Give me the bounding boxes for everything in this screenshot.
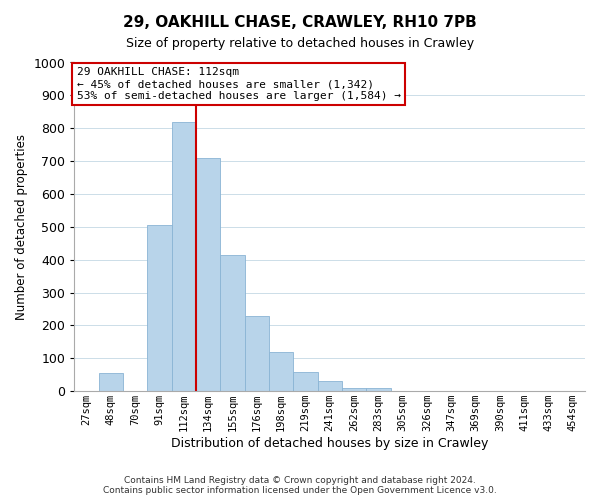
Text: Contains HM Land Registry data © Crown copyright and database right 2024.
Contai: Contains HM Land Registry data © Crown c… <box>103 476 497 495</box>
X-axis label: Distribution of detached houses by size in Crawley: Distribution of detached houses by size … <box>171 437 488 450</box>
Bar <box>196 158 220 391</box>
Text: 29, OAKHILL CHASE, CRAWLEY, RH10 7PB: 29, OAKHILL CHASE, CRAWLEY, RH10 7PB <box>123 15 477 30</box>
Bar <box>148 225 172 391</box>
Y-axis label: Number of detached properties: Number of detached properties <box>15 134 28 320</box>
Bar <box>293 372 317 391</box>
Bar <box>269 352 293 391</box>
Text: Size of property relative to detached houses in Crawley: Size of property relative to detached ho… <box>126 38 474 51</box>
Bar <box>245 316 269 391</box>
Bar <box>99 373 123 391</box>
Bar <box>220 255 245 391</box>
Text: 29 OAKHILL CHASE: 112sqm
← 45% of detached houses are smaller (1,342)
53% of sem: 29 OAKHILL CHASE: 112sqm ← 45% of detach… <box>77 68 401 100</box>
Bar <box>317 380 342 391</box>
Bar <box>342 388 366 391</box>
Bar <box>172 122 196 391</box>
Bar <box>366 388 391 391</box>
